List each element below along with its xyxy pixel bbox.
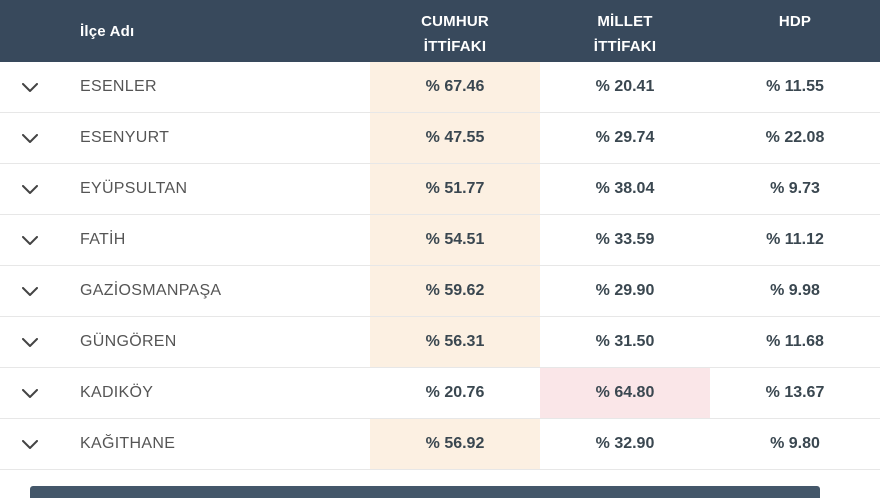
millet-value-cell: % 31.50 — [595, 333, 655, 350]
millet-value-cell: % 20.41 — [595, 78, 655, 95]
cumhur-value-cell: % 56.92 — [370, 419, 540, 469]
hdp-value-cell: % 11.55 — [766, 78, 824, 95]
district-name-cell: FATİH — [80, 231, 126, 248]
row-expander[interactable] — [0, 113, 60, 163]
district-name-cell: ESENYURT — [80, 129, 170, 146]
election-results-table: İlçe Adı CUMHUR İTTİFAKI MİLLET İTTİFAKI… — [0, 0, 880, 470]
hdp-value-cell: % 9.98 — [770, 282, 820, 299]
hdp-value-cell: % 13.67 — [765, 384, 825, 401]
millet-value-cell: % 32.90 — [595, 435, 655, 452]
cumhur-value-cell: % 20.76 — [425, 384, 485, 401]
header-cumhur-line1: CUMHUR — [421, 13, 489, 30]
header-district-label: İlçe Adı — [80, 22, 135, 40]
cumhur-value-cell: % 51.77 — [370, 164, 540, 214]
chevron-down-icon[interactable] — [22, 235, 38, 245]
header-district-name: İlçe Adı — [60, 0, 370, 62]
chevron-down-icon[interactable] — [22, 184, 38, 194]
district-name-cell: KADIKÖY — [80, 384, 154, 401]
district-name-cell: KAĞITHANE — [80, 435, 176, 452]
table-row[interactable]: ESENYURT % 47.55 % 29.74 % 22.08 — [0, 113, 880, 164]
header-cumhur-line2: İTTİFAKI — [423, 38, 487, 55]
cumhur-value-cell: % 56.31 — [370, 317, 540, 367]
header-hdp: HDP — [710, 0, 880, 62]
chevron-down-icon[interactable] — [22, 439, 38, 449]
chevron-down-icon[interactable] — [22, 337, 38, 347]
millet-value-cell: % 29.74 — [595, 129, 655, 146]
row-expander[interactable] — [0, 419, 60, 469]
cumhur-value-cell: % 54.51 — [370, 215, 540, 265]
header-expander-spacer — [0, 0, 60, 62]
next-section-header-partial — [30, 486, 820, 498]
header-millet-ittifaki: MİLLET İTTİFAKI — [540, 0, 710, 62]
table-row[interactable]: EYÜPSULTAN % 51.77 % 38.04 % 9.73 — [0, 164, 880, 215]
hdp-value-cell: % 9.80 — [770, 435, 820, 452]
row-expander[interactable] — [0, 164, 60, 214]
district-name-cell: GÜNGÖREN — [80, 333, 177, 350]
header-millet-line2: İTTİFAKI — [593, 38, 657, 55]
table-row[interactable]: FATİH % 54.51 % 33.59 % 11.12 — [0, 215, 880, 266]
district-name-cell: ESENLER — [80, 78, 157, 95]
row-expander[interactable] — [0, 215, 60, 265]
millet-value-cell: % 38.04 — [595, 180, 655, 197]
table-row[interactable]: KADIKÖY % 20.76 % 64.80 % 13.67 — [0, 368, 880, 419]
chevron-down-icon[interactable] — [22, 388, 38, 398]
header-hdp-label: HDP — [778, 13, 812, 30]
cumhur-value-cell: % 67.46 — [370, 62, 540, 112]
district-name-cell: GAZİOSMANPAŞA — [80, 282, 222, 299]
table-header-row: İlçe Adı CUMHUR İTTİFAKI MİLLET İTTİFAKI… — [0, 0, 880, 62]
row-expander[interactable] — [0, 317, 60, 367]
header-cumhur-ittifaki: CUMHUR İTTİFAKI — [370, 0, 540, 62]
chevron-down-icon[interactable] — [22, 82, 38, 92]
hdp-value-cell: % 22.08 — [765, 129, 825, 146]
table-row[interactable]: GÜNGÖREN % 56.31 % 31.50 % 11.68 — [0, 317, 880, 368]
chevron-down-icon[interactable] — [22, 286, 38, 296]
cumhur-value-cell: % 59.62 — [370, 266, 540, 316]
cumhur-value-cell: % 47.55 — [370, 113, 540, 163]
hdp-value-cell: % 9.73 — [770, 180, 820, 197]
millet-value-cell: % 33.59 — [595, 231, 655, 248]
hdp-value-cell: % 11.68 — [766, 333, 824, 350]
table-row[interactable]: KAĞITHANE % 56.92 % 32.90 % 9.80 — [0, 419, 880, 470]
millet-value-cell: % 29.90 — [595, 282, 655, 299]
row-expander[interactable] — [0, 62, 60, 112]
table-row[interactable]: ESENLER % 67.46 % 20.41 % 11.55 — [0, 62, 880, 113]
millet-value-cell: % 64.80 — [540, 368, 710, 418]
district-name-cell: EYÜPSULTAN — [80, 180, 188, 197]
row-expander[interactable] — [0, 368, 60, 418]
header-millet-line1: MİLLET — [597, 13, 653, 30]
chevron-down-icon[interactable] — [22, 133, 38, 143]
hdp-value-cell: % 11.12 — [766, 231, 824, 248]
row-expander[interactable] — [0, 266, 60, 316]
table-row[interactable]: GAZİOSMANPAŞA % 59.62 % 29.90 % 9.98 — [0, 266, 880, 317]
